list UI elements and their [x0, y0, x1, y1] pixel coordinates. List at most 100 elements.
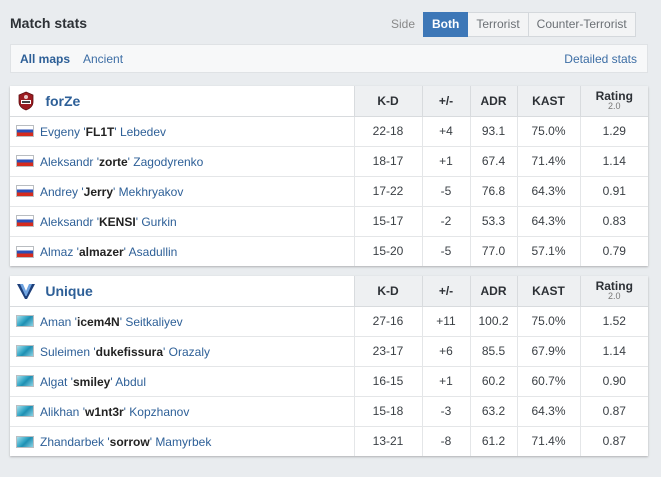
- kd-cell: 15-20: [353, 235, 422, 266]
- kast-cell: 64.3%: [516, 175, 580, 206]
- rating-version: 2.0: [607, 100, 621, 111]
- kd-cell: 15-17: [353, 205, 422, 236]
- table-row: Aman 'icem4N' Seitkaliyev 27-16 +11 100.…: [10, 305, 648, 336]
- side-label: Side: [391, 17, 416, 31]
- rating-cell: 1.29: [579, 115, 648, 146]
- kd-cell: 15-18: [353, 395, 422, 426]
- table-header-row: forZe K-D +/- ADR KAST Rating 2.0: [10, 86, 648, 117]
- russia-flag-icon: [16, 185, 34, 198]
- rating-cell: 0.87: [579, 395, 648, 426]
- adr-cell: 60.2: [469, 365, 517, 396]
- plusminus-cell: +4: [421, 115, 470, 146]
- kd-cell: 27-16: [353, 305, 422, 336]
- player-name-link[interactable]: Andrey 'Jerry' Mekhryakov: [40, 184, 184, 199]
- kd-cell: 18-17: [353, 145, 422, 176]
- table-row: Alikhan 'w1nt3r' Kopzhanov 15-18 -3 63.2…: [10, 395, 648, 426]
- rating-header-label: Rating: [595, 88, 633, 103]
- rating-cell: 0.90: [579, 365, 648, 396]
- team-header: forZe: [10, 86, 354, 117]
- kazakhstan-flag-icon: [16, 345, 34, 358]
- rating-cell: 0.91: [579, 175, 648, 206]
- player-name-link[interactable]: Alikhan 'w1nt3r' Kopzhanov: [40, 404, 190, 419]
- kd-cell: 13-21: [353, 425, 422, 456]
- player-cell: Zhandarbek 'sorrow' Mamyrbek: [10, 425, 354, 456]
- kazakhstan-flag-icon: [16, 435, 34, 448]
- kast-cell: 60.7%: [516, 365, 580, 396]
- rating-cell: 1.14: [579, 145, 648, 176]
- side-counter-terrorist-button[interactable]: Counter-Terrorist: [528, 12, 636, 37]
- plusminus-cell: +1: [421, 145, 470, 176]
- kd-cell: 23-17: [353, 335, 422, 366]
- player-name-link[interactable]: Algat 'smiley' Abdul: [40, 374, 146, 389]
- kast-cell: 75.0%: [516, 305, 580, 336]
- player-cell: Suleimen 'dukefissura' Orazaly: [10, 335, 354, 366]
- rating-cell: 0.87: [579, 425, 648, 456]
- player-cell: Aleksandr 'zorte' Zagodyrenko: [10, 145, 354, 176]
- team-name[interactable]: forZe: [45, 92, 81, 109]
- kast-cell: 71.4%: [516, 425, 580, 456]
- adr-cell: 100.2: [469, 305, 517, 336]
- kast-header: KAST: [516, 276, 580, 307]
- table-row: Aleksandr 'KENSI' Gurkin 15-17 -2 53.3 6…: [10, 205, 648, 236]
- adr-cell: 77.0: [469, 235, 517, 266]
- rating-cell: 0.83: [579, 205, 648, 236]
- russia-flag-icon: [16, 155, 34, 168]
- rating-cell: 0.79: [579, 235, 648, 266]
- player-name-link[interactable]: Evgeny 'FL1T' Lebedev: [40, 124, 166, 139]
- plusminus-cell: +1: [421, 365, 470, 396]
- player-name-link[interactable]: Suleimen 'dukefissura' Orazaly: [40, 344, 210, 359]
- player-cell: Aman 'icem4N' Seitkaliyev: [10, 305, 354, 336]
- table-row: Evgeny 'FL1T' Lebedev 22-18 +4 93.1 75.0…: [10, 115, 648, 146]
- match-stats-header: Match stats Side Both Terrorist Counter-…: [0, 0, 661, 42]
- player-name-link[interactable]: Aleksandr 'zorte' Zagodyrenko: [40, 154, 204, 169]
- team-stats-table-unique: Unique K-D +/- ADR KAST Rating 2.0 Aman '…: [10, 276, 648, 456]
- kast-cell: 71.4%: [516, 145, 580, 176]
- kast-cell: 64.3%: [516, 205, 580, 236]
- table-row: Algat 'smiley' Abdul 16-15 +1 60.2 60.7%…: [10, 365, 648, 396]
- rating-header: Rating 2.0: [579, 86, 648, 117]
- side-both-button[interactable]: Both: [423, 12, 469, 37]
- forze-logo-icon: [18, 91, 34, 111]
- page-title: Match stats: [10, 15, 88, 31]
- team-name[interactable]: Unique: [45, 282, 93, 299]
- rating-header-label: Rating: [595, 278, 633, 293]
- table-row: Zhandarbek 'sorrow' Mamyrbek 13-21 -8 61…: [10, 425, 648, 456]
- side-terrorist-button[interactable]: Terrorist: [468, 12, 529, 37]
- kd-cell: 22-18: [353, 115, 422, 146]
- player-cell: Evgeny 'FL1T' Lebedev: [10, 115, 354, 146]
- map-filter-ancient[interactable]: Ancient: [83, 52, 124, 66]
- kast-cell: 57.1%: [516, 235, 580, 266]
- player-name-link[interactable]: Aman 'icem4N' Seitkaliyev: [40, 314, 183, 329]
- player-cell: Almaz 'almazer' Asadullin: [10, 235, 354, 266]
- kast-cell: 75.0%: [516, 115, 580, 146]
- adr-cell: 61.2: [469, 425, 517, 456]
- player-name-link[interactable]: Zhandarbek 'sorrow' Mamyrbek: [40, 434, 212, 449]
- adr-cell: 63.2: [469, 395, 517, 426]
- map-filter-all-maps[interactable]: All maps: [20, 52, 71, 66]
- rating-cell: 1.14: [579, 335, 648, 366]
- kast-cell: 64.3%: [516, 395, 580, 426]
- detailed-stats-link[interactable]: Detailed stats: [564, 52, 637, 66]
- team-header: Unique: [10, 276, 354, 307]
- kd-cell: 17-22: [353, 175, 422, 206]
- russia-flag-icon: [16, 245, 34, 258]
- plusminus-cell: -2: [421, 205, 470, 236]
- rating-version: 2.0: [607, 290, 621, 301]
- table-row: Suleimen 'dukefissura' Orazaly 23-17 +6 …: [10, 335, 648, 366]
- adr-header: ADR: [469, 276, 517, 307]
- player-name-link[interactable]: Almaz 'almazer' Asadullin: [40, 244, 178, 259]
- kast-cell: 67.9%: [516, 335, 580, 366]
- kazakhstan-flag-icon: [16, 375, 34, 388]
- plusminus-cell: -3: [421, 395, 470, 426]
- plusminus-cell: +6: [421, 335, 470, 366]
- table-row: Aleksandr 'zorte' Zagodyrenko 18-17 +1 6…: [10, 145, 648, 176]
- table-header-row: Unique K-D +/- ADR KAST Rating 2.0: [10, 276, 648, 307]
- player-name-link[interactable]: Aleksandr 'KENSI' Gurkin: [40, 214, 177, 229]
- russia-flag-icon: [16, 125, 34, 138]
- plusminus-cell: -8: [421, 425, 470, 456]
- adr-cell: 76.8: [469, 175, 517, 206]
- plusminus-cell: +11: [421, 305, 470, 336]
- plusminus-cell: -5: [421, 235, 470, 266]
- side-toggle: Both Terrorist Counter-Terrorist: [423, 12, 636, 37]
- player-cell: Alikhan 'w1nt3r' Kopzhanov: [10, 395, 354, 426]
